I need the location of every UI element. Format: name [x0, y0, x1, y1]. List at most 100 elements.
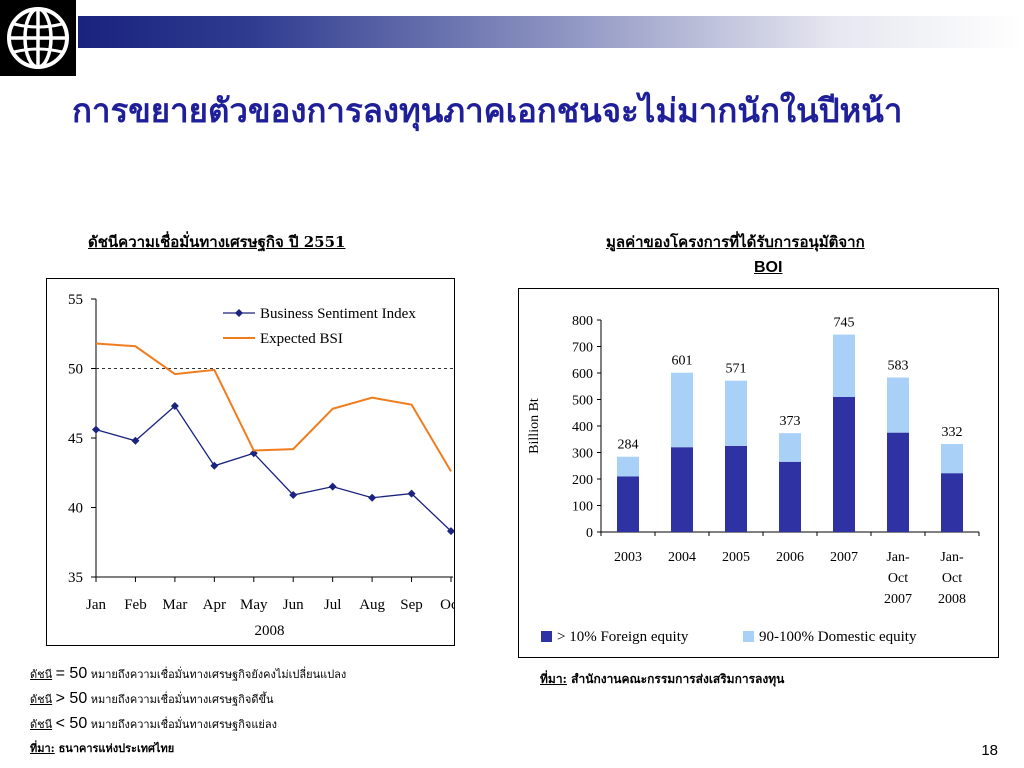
y-tick-label: 300 — [572, 447, 593, 462]
bar-segment — [941, 473, 963, 532]
x-tick-label: Aug — [359, 597, 385, 613]
bar-total-label: 373 — [780, 414, 801, 429]
y-tick-label: 700 — [572, 341, 593, 356]
x-tick-label: Feb — [124, 597, 147, 613]
note-operator: = 50 — [55, 665, 88, 682]
series-line — [95, 405, 452, 532]
bar-segment — [833, 334, 855, 397]
y-tick-label: 55 — [68, 292, 83, 308]
bar-total-label: 583 — [888, 359, 909, 374]
x-tick-label: Jan — [86, 597, 106, 613]
bar-segment — [779, 433, 801, 462]
source-text: สำนักงานคณะกรรมการส่งเสริมการลงทุน — [567, 672, 785, 686]
x-tick-label: 2005 — [722, 550, 750, 565]
page-number: 18 — [981, 742, 998, 759]
left-chart-heading: ดัชนีความเชื่อมั่นทางเศรษฐกิจ ปี 2551 — [88, 233, 346, 251]
x-tick-label: Jun — [283, 597, 304, 613]
bar-total-label: 601 — [672, 354, 693, 369]
bar-chart-svg: 0 100 200 300 400 500 600 700 800 Billion Bt 284 20… — [527, 314, 980, 645]
data-point — [210, 461, 219, 470]
legend-label: Business Sentiment Index — [260, 306, 416, 322]
bar-total-label: 571 — [726, 362, 747, 377]
x-tick-label: 2003 — [614, 550, 642, 565]
x-axis-label: 2008 — [255, 623, 285, 639]
note-text: หมายถึงความเชื่อมั่นทางเศรษฐกิจดีขึ้น — [87, 693, 274, 706]
x-tick-label: Mar — [162, 597, 187, 613]
legend-marker — [235, 309, 243, 317]
note-operator: < 50 — [55, 715, 88, 732]
data-point — [170, 402, 179, 411]
y-tick-label: 200 — [572, 473, 593, 488]
right-chart-heading-boi: BOI — [754, 259, 783, 276]
line-chart-svg: 35 40 45 50 55 Jan Feb Mar Apr May Jun Jul Aug Sep Oct… — [68, 292, 454, 639]
note-text: หมายถึงความเชื่อมั่นทางเศรษฐกิจยังคงไม่เ… — [87, 668, 347, 681]
x-tick-label: 2008 — [938, 592, 966, 607]
note-row: ดัชนี > 50 หมายถึงความเชื่อมั่นทางเศรษฐก… — [30, 687, 346, 712]
bar-segment — [779, 461, 801, 532]
bar-chart-panel: 0 100 200 300 400 500 600 700 800 Billion Bt 284 20… — [518, 288, 999, 658]
series-line — [95, 342, 452, 472]
note-prefix: ดัชนี — [30, 668, 53, 681]
bar-segment — [833, 396, 855, 532]
y-tick-label: 45 — [68, 431, 83, 447]
y-tick-label: 0 — [586, 526, 593, 541]
x-tick-label: 2007 — [830, 550, 858, 565]
legend-label: > 10% Foreign equity — [557, 629, 689, 645]
y-tick-label: 600 — [572, 367, 593, 382]
y-tick-label: 40 — [68, 501, 83, 517]
legend-swatch — [541, 631, 552, 642]
note-prefix: ดัชนี — [30, 718, 53, 731]
bar-total-label: 745 — [834, 316, 855, 331]
note-prefix: ดัชนี — [30, 693, 53, 706]
bar-segment — [617, 456, 639, 477]
x-tick-label: Jul — [324, 597, 342, 613]
right-chart-heading: มูลค่าของโครงการที่ได้รับการอนุมัติจาก — [606, 233, 865, 251]
line-chart-panel: 35 40 45 50 55 Jan Feb Mar Apr May Jun Jul Aug Sep Oct… — [46, 278, 455, 646]
bar-segment — [941, 444, 963, 474]
source-label: ที่มา: — [30, 742, 55, 755]
legend-swatch — [743, 631, 754, 642]
slide-title: การขยายตัวของการลงทุนภาคเอกชนจะไม่มากนัก… — [72, 91, 903, 130]
data-point — [249, 449, 258, 458]
y-tick-label: 35 — [68, 570, 83, 586]
bar-segment — [617, 476, 639, 532]
bar-segment — [725, 445, 747, 532]
world-bank-logo-icon — [0, 0, 76, 76]
data-point — [328, 482, 337, 491]
x-tick-label: May — [240, 597, 268, 613]
y-tick-label: 500 — [572, 394, 593, 409]
data-point — [131, 436, 140, 445]
note-row: ดัชนี = 50 หมายถึงความเชื่อมั่นทางเศรษฐก… — [30, 662, 346, 687]
data-point — [289, 490, 298, 499]
x-tick-label: 2004 — [668, 550, 696, 565]
data-point — [368, 493, 377, 502]
data-point — [447, 527, 454, 536]
y-tick-label: 400 — [572, 420, 593, 435]
x-tick-label: Oct — [942, 571, 962, 586]
x-tick-label: 2006 — [776, 550, 804, 565]
x-tick-label: Sep — [400, 597, 423, 613]
y-tick-label: 100 — [572, 500, 593, 515]
header-gradient-bar — [78, 16, 1024, 48]
bar-segment — [887, 377, 909, 433]
x-tick-label: Oct — [440, 597, 454, 613]
legend-label: 90-100% Domestic equity — [759, 629, 917, 645]
source-text: ธนาคารแห่งประเทศไทย — [54, 742, 175, 755]
note-operator: > 50 — [55, 690, 88, 707]
bar-segment — [671, 447, 693, 532]
right-source: ที่มา: สำนักงานคณะกรรมการส่งเสริมการลงทุ… — [540, 670, 784, 689]
bar-segment — [725, 380, 747, 446]
x-tick-label: Apr — [203, 597, 226, 613]
x-tick-label: Jan- — [886, 550, 910, 565]
data-point — [92, 425, 100, 434]
note-text: หมายถึงความเชื่อมั่นทางเศรษฐกิจแย่ลง — [87, 718, 277, 731]
bar-total-label: 284 — [618, 438, 639, 453]
x-tick-label: 2007 — [884, 592, 912, 607]
left-source: ที่มา: ธนาคารแห่งประเทศไทย — [30, 737, 346, 761]
x-tick-label: Jan- — [940, 550, 964, 565]
legend-label: Expected BSI — [260, 331, 343, 347]
data-point — [407, 489, 416, 498]
bar-total-label: 332 — [942, 425, 963, 440]
index-notes: ดัชนี = 50 หมายถึงความเชื่อมั่นทางเศรษฐก… — [30, 662, 346, 761]
source-label: ที่มา: — [540, 672, 567, 686]
